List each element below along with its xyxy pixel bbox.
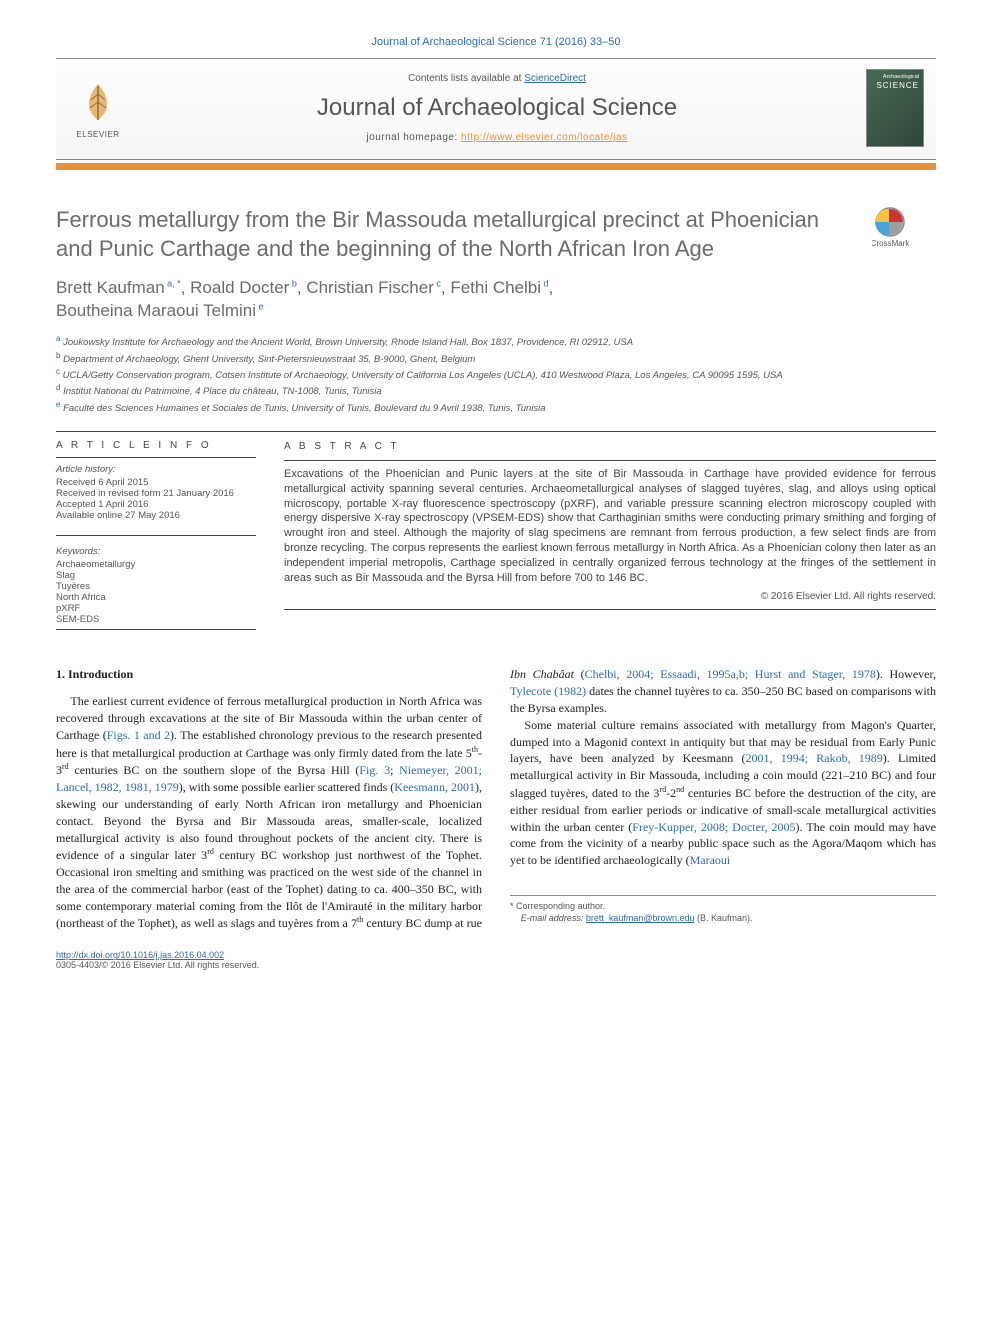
- author-5: Boutheina Maraoui Telmini: [56, 301, 256, 320]
- author-2-pre: , Roald Docter: [181, 278, 290, 297]
- journal-cover-thumbnail: Archaeological SCIENCE: [866, 69, 924, 147]
- authors-line: Brett Kaufman a, *, Roald Docter b, Chri…: [56, 277, 936, 323]
- keyword-3: Tuyères: [56, 581, 256, 592]
- elsevier-tree-icon: [76, 78, 120, 126]
- doi-link[interactable]: http://dx.doi.org/10.1016/j.jas.2016.04.…: [56, 950, 224, 960]
- author-1-sup: a, *: [165, 279, 181, 289]
- publisher-brand: ELSEVIER: [76, 130, 119, 139]
- para-3: Some material culture remains associated…: [510, 717, 936, 869]
- aff-d: Institut National du Patrimoine, 4 Place…: [60, 387, 381, 398]
- article-info-column: A R T I C L E I N F O Article history: R…: [56, 440, 256, 625]
- homepage-url-link[interactable]: http://www.elsevier.com/locate/jas: [461, 132, 628, 143]
- author-4-pre: , Fethi Chelbi: [441, 278, 541, 297]
- header-citation: Journal of Archaeological Science 71 (20…: [56, 36, 936, 48]
- elsevier-logo: ELSEVIER: [68, 73, 128, 143]
- ref-fig-3[interactable]: Fig. 3: [359, 763, 390, 777]
- ref-chelbi[interactable]: Chelbi, 2004; Essaadi, 1995a,b; Hurst an…: [585, 667, 876, 681]
- cover-big-text: SCIENCE: [871, 81, 919, 90]
- keyword-4: North Africa: [56, 592, 256, 603]
- crossmark-badge[interactable]: CrossMark: [872, 206, 936, 248]
- contents-available-line: Contents lists available at ScienceDirec…: [128, 73, 866, 84]
- aff-c: UCLA/Getty Conservation program, Cotsen …: [60, 370, 783, 381]
- history-accepted: Accepted 1 April 2016: [56, 499, 256, 510]
- corresponding-star: * Corresponding author.: [510, 900, 936, 913]
- history-online: Available online 27 May 2016: [56, 510, 256, 521]
- issn-line: 0305-4403/© 2016 Elsevier Ltd. All right…: [56, 960, 259, 970]
- history-revised: Received in revised form 21 January 2016: [56, 488, 256, 499]
- journal-homepage-line: journal homepage: http://www.elsevier.co…: [128, 132, 866, 143]
- author-1: Brett Kaufman: [56, 278, 165, 297]
- aff-b: Department of Archaeology, Ghent Univers…: [60, 354, 475, 365]
- header-accent-rule: [56, 163, 936, 170]
- ref-keesmann-2001[interactable]: Keesmann, 2001: [394, 780, 475, 794]
- ref-frey-kupper[interactable]: Frey-Kupper, 2008; Docter, 2005: [632, 820, 795, 834]
- corresponding-email-link[interactable]: brett_kaufman@brown.edu: [586, 913, 695, 923]
- author-3-sup: c: [434, 279, 441, 289]
- article-title: Ferrous metallurgy from the Bir Massouda…: [56, 206, 936, 263]
- article-info-heading: A R T I C L E I N F O: [56, 440, 256, 451]
- keyword-1: Archaeometallurgy: [56, 559, 256, 570]
- journal-title: Journal of Archaeological Science: [128, 94, 866, 122]
- corresponding-name: (B. Kaufman).: [695, 913, 753, 923]
- cover-small-text: Archaeological: [871, 74, 919, 80]
- contents-prefix: Contents lists available at: [408, 73, 524, 84]
- abstract-copyright: © 2016 Elsevier Ltd. All rights reserved…: [284, 590, 936, 604]
- history-label: Article history:: [56, 464, 256, 475]
- ref-keesmann-1994[interactable]: 2001, 1994; Rakob, 1989: [746, 751, 883, 765]
- ref-tylecote[interactable]: Tylecote (1982): [510, 684, 586, 698]
- author-4-sup: d: [541, 279, 549, 289]
- aff-a: Joukowsky Institute for Archaeology and …: [60, 337, 633, 348]
- crossmark-label: CrossMark: [872, 239, 910, 248]
- affiliations: a Joukowsky Institute for Archaeology an…: [56, 333, 936, 415]
- author-3-pre: , Christian Fischer: [297, 278, 434, 297]
- author-4-comma: ,: [549, 278, 554, 297]
- abstract-column: A B S T R A C T Excavations of the Phoen…: [284, 440, 936, 625]
- section-heading-1: 1. Introduction: [56, 666, 482, 683]
- keyword-5: pXRF: [56, 603, 256, 614]
- email-label: E-mail address:: [521, 913, 586, 923]
- author-2-sup: b: [289, 279, 297, 289]
- ref-figs-1-2[interactable]: Figs. 1 and 2: [107, 728, 170, 742]
- header-box: ELSEVIER Contents lists available at Sci…: [56, 58, 936, 160]
- keyword-2: Slag: [56, 570, 256, 581]
- aff-e: Faculté des Sciences Humaines et Sociale…: [60, 403, 545, 414]
- homepage-label: journal homepage:: [366, 132, 461, 143]
- footer: http://dx.doi.org/10.1016/j.jas.2016.04.…: [56, 950, 936, 970]
- author-5-sup: e: [256, 301, 264, 311]
- abstract-heading: A B S T R A C T: [284, 440, 936, 454]
- corresponding-author-block: * Corresponding author. E-mail address: …: [510, 895, 936, 925]
- abstract-text: Excavations of the Phoenician and Punic …: [284, 467, 936, 586]
- sciencedirect-link[interactable]: ScienceDirect: [524, 73, 586, 84]
- keywords-label: Keywords:: [56, 546, 256, 557]
- ref-maraoui[interactable]: Maraoui: [690, 853, 731, 867]
- keyword-6: SEM-EDS: [56, 614, 256, 625]
- body-columns: 1. Introduction The earliest current evi…: [56, 666, 936, 932]
- history-received: Received 6 April 2015: [56, 477, 256, 488]
